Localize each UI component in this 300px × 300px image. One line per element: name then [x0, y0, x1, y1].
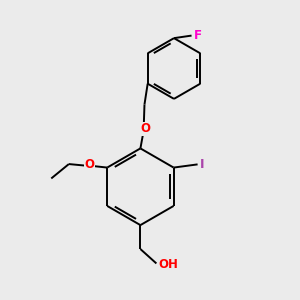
Text: OH: OH: [158, 258, 178, 271]
Text: O: O: [85, 158, 94, 171]
Text: I: I: [200, 158, 205, 171]
Text: F: F: [194, 29, 202, 42]
Text: O: O: [140, 122, 150, 135]
